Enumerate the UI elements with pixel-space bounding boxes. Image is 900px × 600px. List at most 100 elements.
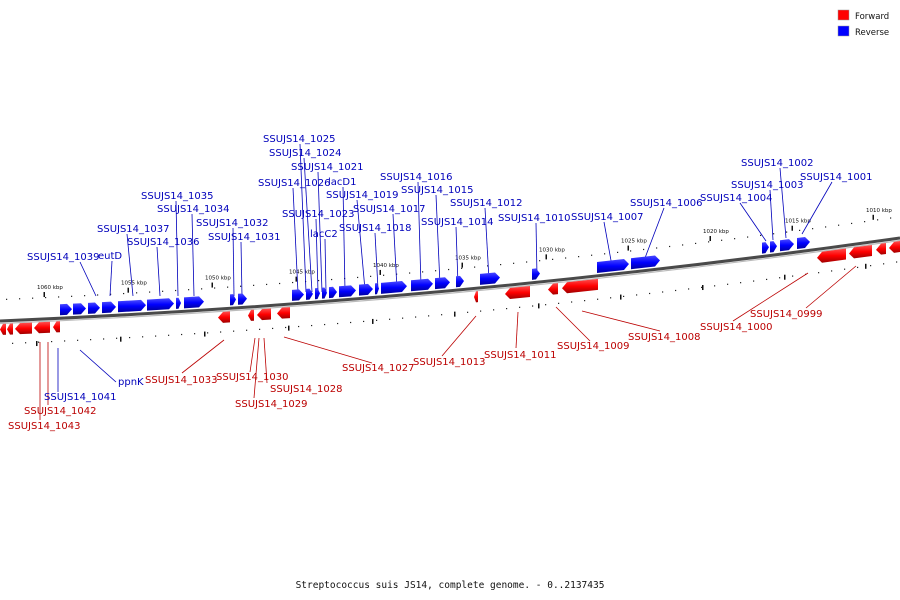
tick-label: 1035 kbp bbox=[455, 256, 481, 262]
scale-dot bbox=[149, 291, 151, 293]
scale-dot bbox=[721, 239, 723, 241]
legend-reverse-label: Reverse bbox=[855, 28, 889, 38]
scale-dot bbox=[123, 292, 125, 295]
gene-reverse bbox=[339, 285, 356, 298]
gene-reverse bbox=[306, 288, 313, 300]
scale-dot bbox=[896, 261, 898, 263]
tick-mark bbox=[709, 236, 711, 242]
tick-mark bbox=[288, 325, 290, 331]
label-connector bbox=[303, 157, 313, 293]
genome-backbone-shadow bbox=[0, 239, 900, 325]
scale-dot bbox=[636, 294, 638, 296]
scale-dot bbox=[6, 298, 8, 300]
tick-mark bbox=[461, 262, 463, 268]
scale-dot bbox=[363, 320, 365, 323]
gene-forward bbox=[849, 244, 872, 259]
tick-mark bbox=[204, 331, 206, 337]
gene-reverse bbox=[184, 296, 204, 309]
label-connector bbox=[299, 143, 307, 293]
scale-dot bbox=[851, 222, 853, 225]
scale-dot bbox=[727, 283, 729, 285]
gene-label-reverse: SSUJS14_1041 bbox=[44, 392, 117, 403]
label-connector bbox=[805, 265, 857, 309]
gene-reverse bbox=[631, 255, 660, 270]
scale-dot bbox=[623, 295, 625, 297]
gene-forward bbox=[505, 286, 530, 300]
gene-reverse bbox=[597, 259, 629, 273]
tick-mark bbox=[627, 245, 629, 251]
tick-mark bbox=[43, 292, 45, 298]
gene-label-reverse: SSUJS14_1034 bbox=[157, 204, 230, 215]
scale-dot bbox=[773, 233, 775, 235]
tick-mark bbox=[36, 341, 38, 347]
gene-label-reverse: SSUJS14_1025 bbox=[263, 134, 336, 145]
scale-dot bbox=[246, 329, 248, 331]
scale-dot bbox=[890, 217, 892, 219]
label-connector bbox=[191, 213, 195, 297]
scale-dot bbox=[760, 234, 762, 237]
scale-dot bbox=[285, 326, 287, 329]
scale-dot bbox=[701, 286, 703, 289]
gene-label-reverse: SSUJS14_1007 bbox=[571, 212, 644, 223]
scale-dot bbox=[64, 340, 66, 342]
scale-dot bbox=[32, 297, 34, 299]
label-connector bbox=[317, 171, 323, 293]
label-connector bbox=[175, 200, 179, 297]
gene-label-forward: SSUJS14_1027 bbox=[342, 363, 415, 374]
gene-forward bbox=[889, 241, 900, 253]
scale-dot bbox=[214, 287, 216, 289]
scale-dot bbox=[831, 270, 833, 272]
gene-label-reverse: SSUJS14_1036 bbox=[127, 237, 200, 248]
tick-mark bbox=[538, 303, 540, 309]
scale-dot bbox=[129, 336, 131, 339]
gene-label-reverse: SSUJS14_1001 bbox=[800, 172, 873, 183]
tick-label: 1020 kbp bbox=[703, 229, 729, 235]
scale-dot bbox=[675, 289, 677, 292]
gene-label-reverse: SSUJS14_1006 bbox=[630, 198, 703, 209]
gene-reverse bbox=[60, 303, 72, 316]
scale-dot bbox=[220, 331, 222, 333]
label-connector bbox=[455, 226, 459, 285]
scale-dot bbox=[162, 290, 164, 292]
scale-dot bbox=[708, 241, 710, 243]
genome-backbone bbox=[0, 236, 900, 323]
scale-dot bbox=[422, 271, 424, 273]
scale-dot bbox=[747, 236, 749, 238]
scale-dot bbox=[337, 322, 339, 325]
gene-reverse bbox=[118, 299, 146, 313]
gene-reverse bbox=[147, 298, 174, 311]
gene-reverse bbox=[381, 281, 407, 294]
scale-dot bbox=[90, 339, 92, 341]
scale-dot bbox=[584, 300, 586, 302]
gene-label-reverse: lacC2 bbox=[310, 229, 338, 240]
scale-dot bbox=[116, 337, 118, 339]
tick-mark bbox=[865, 263, 867, 269]
scale-dot bbox=[688, 288, 690, 290]
scale-dot bbox=[38, 341, 40, 343]
label-connector bbox=[581, 310, 661, 332]
gene-reverse bbox=[762, 242, 769, 254]
gene-label-reverse: SSUJS14_1003 bbox=[731, 180, 804, 191]
gene-reverse bbox=[480, 272, 500, 285]
label-connector bbox=[292, 187, 299, 294]
scale-dot bbox=[753, 280, 755, 282]
label-connector bbox=[603, 221, 613, 267]
scale-dot bbox=[266, 283, 268, 286]
gene-layer bbox=[0, 237, 900, 335]
gene-label-reverse: SSUJS14_1017 bbox=[353, 204, 426, 215]
scale-dot bbox=[175, 289, 177, 292]
label-connector bbox=[515, 311, 519, 349]
label-connector bbox=[232, 227, 235, 297]
label-connector bbox=[732, 272, 809, 322]
scale-dot bbox=[350, 321, 352, 324]
gene-label-forward: SSUJS14_1030 bbox=[216, 372, 289, 383]
label-connector bbox=[109, 260, 113, 297]
tick-label: 1045 kbp bbox=[289, 270, 315, 276]
gene-label-reverse: SSUJS14_1023 bbox=[282, 209, 355, 220]
scale-dot bbox=[487, 265, 489, 267]
gene-reverse bbox=[322, 287, 327, 299]
gene-label-reverse: SSUJS14_1035 bbox=[141, 191, 214, 202]
tick-mark bbox=[379, 269, 381, 275]
scale-dot bbox=[870, 265, 872, 267]
scale-dot bbox=[656, 247, 658, 249]
